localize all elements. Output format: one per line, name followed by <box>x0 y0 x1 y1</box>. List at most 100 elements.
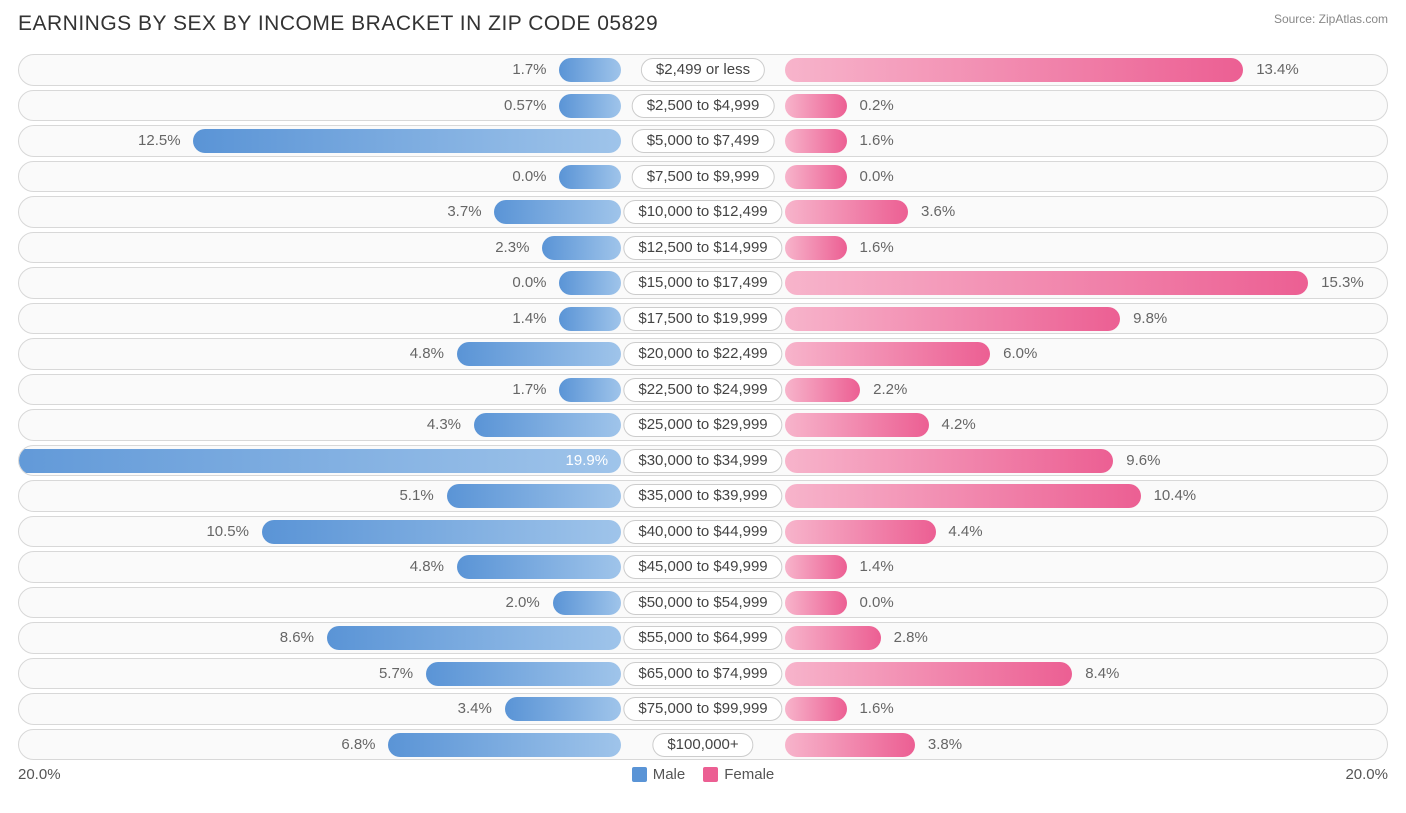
female-bar <box>785 697 847 721</box>
female-value: 0.2% <box>853 91 893 121</box>
male-bar <box>559 271 621 295</box>
male-bar <box>559 58 621 82</box>
male-bar <box>494 200 621 224</box>
chart-row: 12.5%1.6%$5,000 to $7,499 <box>18 125 1388 157</box>
female-bar <box>785 555 847 579</box>
female-bar <box>785 129 847 153</box>
male-value: 3.4% <box>458 694 498 724</box>
male-value: 1.7% <box>512 55 552 85</box>
male-swatch-icon <box>632 767 647 782</box>
male-bar <box>327 626 621 650</box>
female-value: 1.4% <box>853 552 893 582</box>
male-value: 12.5% <box>138 126 187 156</box>
male-bar <box>262 520 621 544</box>
female-bar <box>785 591 847 615</box>
chart-row: 2.3%1.6%$12,500 to $14,999 <box>18 232 1388 264</box>
female-value: 8.4% <box>1079 659 1119 689</box>
male-bar <box>559 307 621 331</box>
chart-row: 3.7%3.6%$10,000 to $12,499 <box>18 196 1388 228</box>
female-value: 1.6% <box>853 233 893 263</box>
male-value: 0.0% <box>512 162 552 192</box>
female-value: 3.6% <box>915 197 955 227</box>
chart-title: EARNINGS BY SEX BY INCOME BRACKET IN ZIP… <box>18 12 658 36</box>
diverging-bar-chart: 1.7%13.4%$2,499 or less0.57%0.2%$2,500 t… <box>18 54 1388 760</box>
category-label: $30,000 to $34,999 <box>623 449 782 473</box>
chart-row: 6.8%3.8%$100,000+ <box>18 729 1388 761</box>
male-value: 0.0% <box>512 268 552 298</box>
male-value: 19.9% <box>566 446 615 476</box>
chart-row: 0.0%0.0%$7,500 to $9,999 <box>18 161 1388 193</box>
chart-row: 1.4%9.8%$17,500 to $19,999 <box>18 303 1388 335</box>
female-value: 9.6% <box>1120 446 1160 476</box>
male-value: 3.7% <box>447 197 487 227</box>
legend-female: Female <box>703 766 774 783</box>
male-bar <box>457 342 621 366</box>
chart-row: 4.8%1.4%$45,000 to $49,999 <box>18 551 1388 583</box>
male-value: 10.5% <box>206 517 255 547</box>
axis-max-left: 20.0% <box>18 766 61 783</box>
legend: Male Female <box>632 766 775 783</box>
chart-row: 1.7% 2.2% $22,500 to $24,999 <box>18 374 1388 406</box>
male-value: 4.8% <box>410 339 450 369</box>
category-label: $40,000 to $44,999 <box>623 520 782 544</box>
category-label: $65,000 to $74,999 <box>623 662 782 686</box>
category-label: $35,000 to $39,999 <box>623 484 782 508</box>
category-label: $2,499 or less <box>641 58 765 82</box>
chart-row: 19.9% 9.6% $30,000 to $34,999 <box>18 445 1388 477</box>
female-value: 0.0% <box>853 588 893 618</box>
female-bar <box>785 165 847 189</box>
male-value: 6.8% <box>341 730 381 760</box>
category-label: $7,500 to $9,999 <box>632 165 775 189</box>
chart-row: 1.7% 13.4% $2,499 or less <box>18 54 1388 86</box>
female-bar <box>785 449 1113 473</box>
category-label: $12,500 to $14,999 <box>623 236 782 260</box>
female-bar <box>785 626 881 650</box>
male-bar <box>447 484 621 508</box>
chart-row: 8.6%2.8%$55,000 to $64,999 <box>18 622 1388 654</box>
male-value: 2.0% <box>505 588 545 618</box>
female-bar <box>785 413 929 437</box>
chart-row: 0.57%0.2%$2,500 to $4,999 <box>18 90 1388 122</box>
female-bar <box>785 271 1308 295</box>
female-value: 13.4% <box>1250 55 1299 85</box>
female-bar <box>785 378 860 402</box>
category-label: $2,500 to $4,999 <box>632 94 775 118</box>
male-bar <box>559 378 621 402</box>
legend-male-label: Male <box>653 766 686 783</box>
male-bar <box>457 555 621 579</box>
female-value: 2.8% <box>888 623 928 653</box>
category-label: $100,000+ <box>652 733 753 757</box>
chart-row: 2.0%0.0%$50,000 to $54,999 <box>18 587 1388 619</box>
chart-row: 4.3%4.2%$25,000 to $29,999 <box>18 409 1388 441</box>
female-value: 10.4% <box>1148 481 1197 511</box>
category-label: $20,000 to $22,499 <box>623 342 782 366</box>
male-value: 4.8% <box>410 552 450 582</box>
female-swatch-icon <box>703 767 718 782</box>
male-bar <box>559 165 621 189</box>
male-value: 4.3% <box>427 410 467 440</box>
male-bar <box>542 236 621 260</box>
female-value: 15.3% <box>1315 268 1364 298</box>
male-value: 1.4% <box>512 304 552 334</box>
male-value: 1.7% <box>512 375 552 405</box>
category-label: $22,500 to $24,999 <box>623 378 782 402</box>
male-bar <box>388 733 621 757</box>
axis-max-right: 20.0% <box>1345 766 1388 783</box>
male-value: 5.1% <box>399 481 439 511</box>
female-bar <box>785 58 1243 82</box>
female-value: 2.2% <box>867 375 907 405</box>
female-bar <box>785 236 847 260</box>
female-bar <box>785 342 990 366</box>
female-value: 4.4% <box>942 517 982 547</box>
female-bar <box>785 200 908 224</box>
chart-row: 5.1% 10.4% $35,000 to $39,999 <box>18 480 1388 512</box>
category-label: $15,000 to $17,499 <box>623 271 782 295</box>
female-value: 6.0% <box>997 339 1037 369</box>
female-bar <box>785 307 1120 331</box>
chart-row: 5.7%8.4%$65,000 to $74,999 <box>18 658 1388 690</box>
male-bar <box>18 449 621 473</box>
male-bar <box>474 413 621 437</box>
chart-row: 4.8% 6.0% $20,000 to $22,499 <box>18 338 1388 370</box>
female-bar <box>785 484 1141 508</box>
chart-row: 0.0% 15.3% $15,000 to $17,499 <box>18 267 1388 299</box>
